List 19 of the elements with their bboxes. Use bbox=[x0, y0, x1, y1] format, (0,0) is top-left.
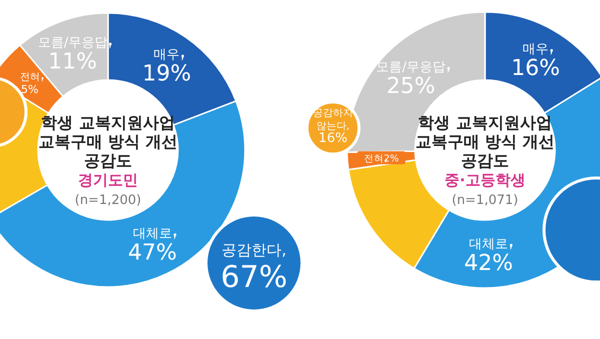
text: 경기도민 bbox=[78, 171, 138, 189]
data-label: 5% bbox=[21, 83, 39, 96]
text: 공감한다, 67% bbox=[220, 241, 288, 295]
slice-label: 매우 bbox=[522, 42, 549, 58]
data-label: 19% bbox=[142, 62, 192, 87]
text: 중·고등학생 bbox=[444, 171, 526, 189]
slice-label: 대체로 bbox=[469, 236, 508, 252]
slice-label: 전혀 bbox=[20, 72, 40, 84]
text: (n=1,200) bbox=[74, 193, 142, 208]
text: 공감하지 않는다, 16% bbox=[313, 108, 353, 146]
text: (n=1,071) bbox=[452, 193, 518, 208]
slice-label: 대체로 bbox=[132, 226, 172, 242]
text: 학생 교복지원사업 교복구매 방식 개선 공감도 bbox=[38, 113, 178, 170]
data-label: 16% bbox=[511, 56, 560, 82]
slice-label: 전혀 bbox=[364, 154, 384, 165]
data-label: 42% bbox=[464, 250, 514, 276]
slice-label: 매우 bbox=[154, 48, 180, 63]
data-label: 47% bbox=[128, 240, 177, 266]
text: 학생 교복지원사업 교복구매 방식 개선 공감도 bbox=[415, 113, 555, 170]
